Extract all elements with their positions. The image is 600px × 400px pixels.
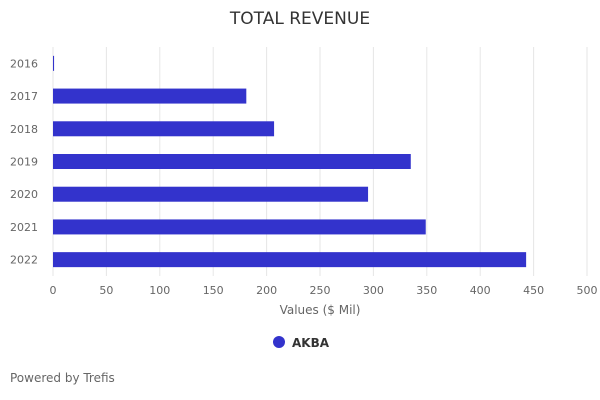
bar-2020[interactable] <box>53 186 369 202</box>
y-tick-label: 2020 <box>10 188 38 201</box>
y-tick-label: 2019 <box>10 156 38 169</box>
bar-2017[interactable] <box>53 88 247 104</box>
x-tick-label: 50 <box>99 284 113 297</box>
x-axis-label: Values ($ Mil) <box>280 303 361 317</box>
legend-label-akba: AKBA <box>292 336 330 350</box>
bar-2019[interactable] <box>53 154 411 169</box>
x-tick-label: 100 <box>149 284 170 297</box>
x-tick-labels: 0 50 100 150 200 250 300 350 400 450 500 <box>50 284 598 297</box>
legend-marker-akba <box>273 336 285 348</box>
y-tick-labels: 2016 2017 2018 2019 2020 2021 2022 <box>10 57 38 266</box>
x-tick-label: 400 <box>470 284 491 297</box>
x-tick-label: 0 <box>50 284 57 297</box>
x-tick-label: 500 <box>577 284 598 297</box>
bars-group <box>53 55 527 268</box>
bar-2016[interactable] <box>53 55 55 71</box>
legend[interactable]: AKBA <box>273 336 330 350</box>
y-tick-label: 2022 <box>10 254 38 267</box>
bar-2018[interactable] <box>53 121 275 137</box>
x-tick-label: 450 <box>523 284 544 297</box>
credit-text: Powered by Trefis <box>10 371 115 385</box>
x-tick-label: 350 <box>416 284 437 297</box>
x-tick-label: 250 <box>310 284 331 297</box>
bar-2021[interactable] <box>53 219 426 235</box>
bar-2022[interactable] <box>53 252 527 268</box>
y-tick-label: 2017 <box>10 90 38 103</box>
chart-title: TOTAL REVENUE <box>229 9 370 29</box>
x-tick-label: 150 <box>203 284 224 297</box>
y-tick-label: 2016 <box>10 57 38 70</box>
y-tick-label: 2021 <box>10 221 38 234</box>
x-tick-label: 200 <box>256 284 277 297</box>
x-tick-label: 300 <box>363 284 384 297</box>
y-tick-label: 2018 <box>10 123 38 136</box>
